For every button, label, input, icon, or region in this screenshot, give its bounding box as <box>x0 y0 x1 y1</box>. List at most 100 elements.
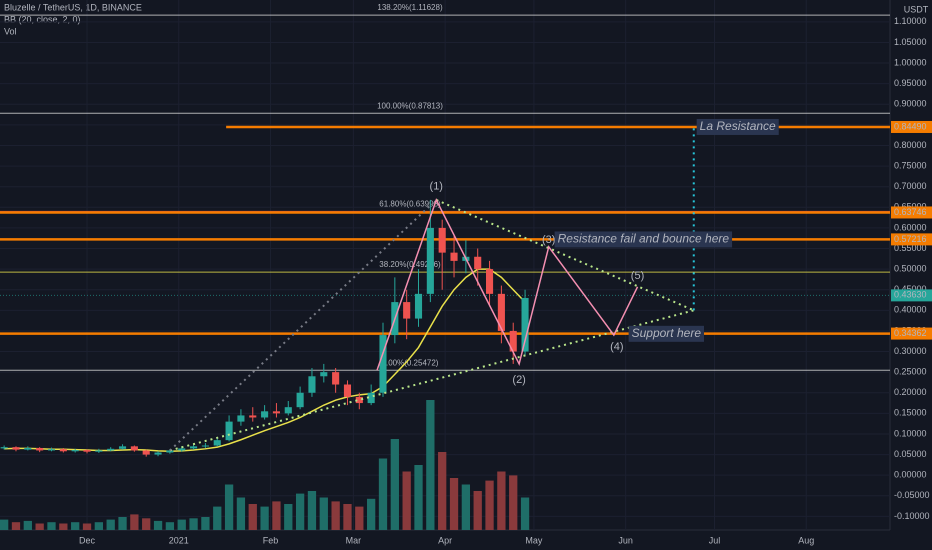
x-tick-label: Jul <box>709 535 721 545</box>
y-tick-label: -0.10000 <box>894 511 930 521</box>
annotation-box <box>554 231 733 248</box>
volume-bar <box>153 520 163 530</box>
x-tick-label: Dec <box>79 535 96 545</box>
volume-bar <box>23 520 32 530</box>
wave-label: (3) <box>542 234 555 246</box>
candle-body <box>237 415 245 422</box>
candle-body <box>71 450 79 452</box>
y-tick-label: 1.10000 <box>894 16 927 26</box>
candle-body <box>403 302 411 319</box>
elliott-wave <box>376 197 639 371</box>
wave-label: (5) <box>631 270 644 282</box>
price-label: 0.57216 <box>894 234 927 244</box>
y-tick-label: 0.50000 <box>894 263 927 273</box>
y-tick-label: 0.25000 <box>894 367 927 377</box>
x-tick-label: 2021 <box>169 535 189 545</box>
volume-bar <box>367 498 376 530</box>
current-price-box <box>891 289 932 302</box>
fib-label: 138.20%(1.11628) <box>377 3 443 12</box>
volume-bar <box>355 506 364 530</box>
candle-body <box>190 446 198 449</box>
x-tick-label: Mar <box>346 535 362 545</box>
y-tick-label: 0.00000 <box>894 470 927 480</box>
price-label: 0.63746 <box>894 207 927 217</box>
candle-body <box>107 448 115 451</box>
currency: USDT <box>904 4 929 14</box>
candle-body <box>201 445 209 447</box>
y-tick-label: 0.60000 <box>894 222 927 232</box>
candle-body <box>272 411 280 414</box>
y-tick-label: 0.95000 <box>894 78 927 88</box>
candle-body <box>521 297 529 352</box>
volume-bar <box>201 517 210 530</box>
volume-bar <box>449 478 459 530</box>
y-tick-label: 0.45000 <box>894 284 927 294</box>
volume-bar <box>35 523 44 530</box>
volume-bar <box>0 519 9 530</box>
candle-body <box>414 293 423 319</box>
current-price-label: 0.43630 <box>894 290 927 300</box>
candle-body <box>95 450 103 452</box>
y-tick-label: 0.15000 <box>894 408 927 418</box>
candle-body <box>178 448 186 451</box>
volume-bar <box>509 475 518 530</box>
volume-bar <box>307 491 317 530</box>
price-label-box <box>891 206 932 219</box>
volume-bar <box>47 522 56 530</box>
candle-body <box>0 447 8 449</box>
volume-bar <box>497 471 506 530</box>
annotation: Support here <box>632 326 702 340</box>
volume-bar <box>295 493 305 530</box>
x-tick-label: Apr <box>438 535 452 545</box>
annotation-box <box>628 325 705 342</box>
candle-body <box>343 384 352 397</box>
volume-bar <box>426 400 435 530</box>
y-tick-label: 0.20000 <box>894 387 927 397</box>
volume-bar <box>284 504 293 530</box>
candle-body <box>130 446 138 451</box>
wave-label: (4) <box>610 341 623 353</box>
candle-body <box>485 269 494 294</box>
candle-body <box>12 447 20 450</box>
candle-body <box>284 407 292 414</box>
volume-bar <box>118 517 127 530</box>
candle-body <box>225 421 233 441</box>
y-tick-label: 0.70000 <box>894 181 927 191</box>
bb-basis <box>4 268 526 453</box>
trend-line <box>169 199 437 452</box>
candle-body <box>509 330 517 352</box>
volume-bar <box>378 458 388 530</box>
candle-body <box>59 449 67 452</box>
trend-line <box>169 309 695 452</box>
candle-body <box>379 335 387 393</box>
volume-bar <box>94 522 103 530</box>
volume-bar <box>473 491 482 530</box>
volume-bar <box>71 522 80 530</box>
candle-body <box>47 449 56 451</box>
x-tick-label: Jun <box>618 535 633 545</box>
candle-body <box>450 252 458 261</box>
volume-bar <box>189 518 198 530</box>
volume-bar <box>106 519 115 530</box>
volume-bar <box>165 522 175 530</box>
candle-body <box>367 392 375 404</box>
fib-label: 100.00%(0.87813) <box>377 101 443 110</box>
price-label: 0.34362 <box>894 328 927 338</box>
candle-body <box>83 450 91 452</box>
price-label-box <box>891 327 932 340</box>
volume-bar <box>130 514 139 530</box>
y-tick-label: 0.05000 <box>894 449 927 459</box>
y-tick-label: 0.10000 <box>894 428 927 438</box>
y-tick-label: 1.05000 <box>894 37 927 47</box>
candle-body <box>142 450 150 455</box>
volume-bar <box>142 518 151 530</box>
annotation: La Resistance <box>700 119 776 133</box>
x-tick-label: Aug <box>798 535 814 545</box>
volume-bar <box>461 484 471 530</box>
volume-bar <box>260 506 269 530</box>
candle-body <box>438 227 446 253</box>
volume-bar <box>248 504 257 530</box>
y-tick-label: 0.55000 <box>894 243 927 253</box>
fib-label: 38.20%(0.49286) <box>379 260 441 269</box>
